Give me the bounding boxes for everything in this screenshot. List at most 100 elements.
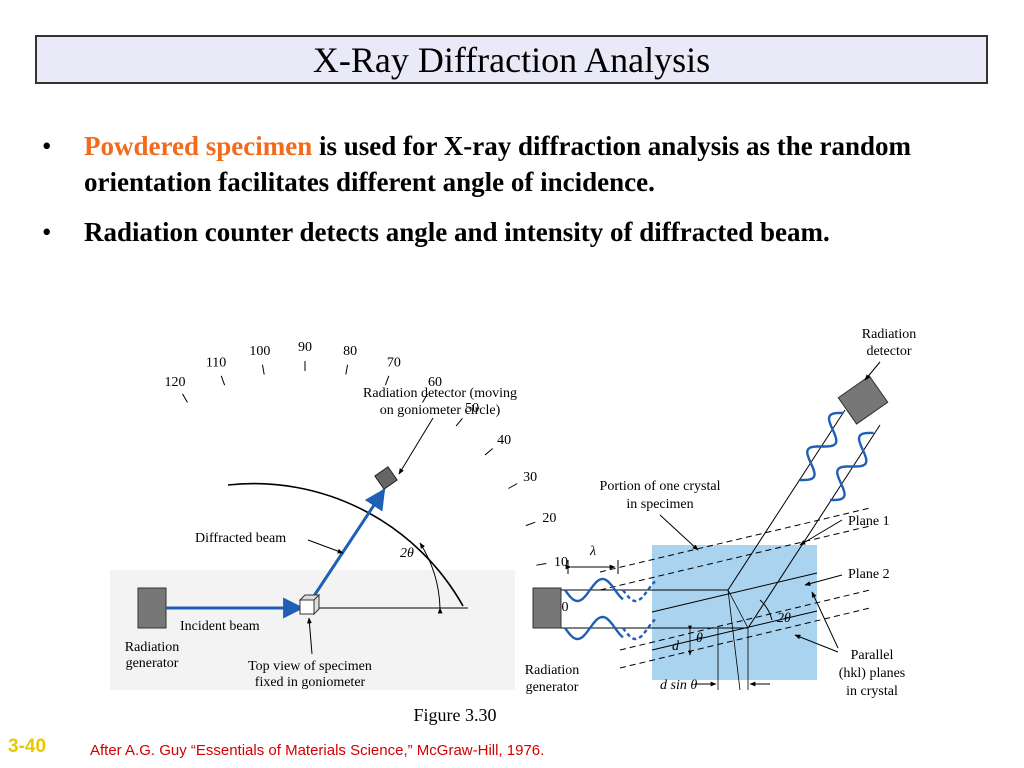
goniometer-tick: [182, 393, 188, 403]
goniometer-tick: [220, 375, 226, 386]
leader-plane1: [799, 519, 843, 546]
plane-1-solid: [651, 572, 818, 613]
label-generator-line1: Radiation: [125, 640, 179, 655]
label-crystal-line2: in specimen: [626, 497, 693, 512]
label-diffracted-beam: Diffracted beam: [195, 531, 286, 546]
label-incident-beam: Incident beam: [180, 619, 260, 634]
goniometer-tick: [508, 483, 518, 489]
goniometer-scale-label: 60: [428, 375, 442, 390]
label-bragg-detector-line2: detector: [866, 344, 911, 359]
label-detector-line1: Radiation detector (moving: [363, 386, 517, 401]
label-dsin-theta: d sin θ: [660, 678, 697, 693]
goniometer-scale-label: 40: [497, 433, 511, 448]
goniometer-scale-label: 30: [523, 470, 537, 485]
goniometer-scale-label: 20: [542, 511, 556, 526]
leader-parallel-a: [811, 591, 839, 649]
goniometer-tick: [261, 364, 265, 375]
label-bragg-generator-line1: Radiation: [525, 663, 579, 678]
goniometer-scale-label: 50: [465, 401, 479, 416]
label-parallel-line2: (hkl) planes: [839, 666, 905, 681]
diffracted-wave-2: [830, 431, 874, 502]
bragg-detector-box: [837, 375, 889, 425]
bragg-2theta-arc: [759, 599, 773, 621]
label-plane-1: Plane 1: [848, 514, 890, 529]
label-specimen-line1: Top view of specimen: [248, 659, 372, 674]
label-parallel-line3: in crystal: [846, 684, 898, 699]
label-detector-line2: on goniometer circle): [380, 403, 501, 418]
lambda-label: λ: [589, 544, 596, 559]
goniometer-scale: 0 10 20 30 40 50 60 70 80 90 100 110 120: [165, 340, 569, 615]
label-bragg-detector-line1: Radiation: [862, 327, 916, 342]
goniometer-detector: [374, 466, 398, 490]
bullet-item-2: • Radiation counter detects angle and in…: [40, 214, 1000, 250]
bullet-dot: •: [42, 131, 52, 161]
plane-1-dashed: [599, 507, 871, 573]
plane-2-solid: [651, 610, 818, 651]
leader-parallel-b: [794, 634, 839, 653]
two-theta-label: 2θ: [400, 546, 414, 561]
bragg-diagram: λ Radiation detector Portion of one crys…: [525, 327, 916, 699]
label-crystal-line1: Portion of one crystal: [600, 479, 721, 494]
crystal-region: [652, 545, 817, 680]
label-d: d: [672, 639, 680, 654]
label-bragg-generator-line2: generator: [526, 680, 579, 695]
goniometer-scale-label: 110: [206, 356, 226, 371]
title-bar: X-Ray Diffraction Analysis: [35, 35, 988, 84]
leader-bragg-detector: [864, 361, 881, 381]
radiation-generator-box: [137, 587, 167, 629]
label-plane-2: Plane 2: [848, 567, 890, 582]
diffracted-ray-2: [747, 424, 881, 629]
label-parallel-line1: Parallel: [851, 648, 894, 663]
goniometer-tick: [422, 393, 428, 403]
plane-2-dashed: [599, 525, 871, 591]
leader-detector: [398, 417, 434, 475]
leader-specimen: [307, 617, 313, 655]
goniometer-scale-label: 80: [343, 344, 357, 359]
citation: After A.G. Guy “Essentials of Materials …: [90, 742, 545, 759]
incident-wave-2-dashed: [622, 618, 656, 641]
label-bragg-2theta: 2θ: [777, 611, 791, 626]
leader-diffracted: [307, 539, 344, 554]
incident-wave-2: [564, 615, 624, 641]
goniometer-scale-label: 10: [554, 555, 568, 570]
two-theta-arc: [419, 542, 443, 614]
slide-title: X-Ray Diffraction Analysis: [312, 39, 711, 80]
goniometer-scale-label: 0: [562, 600, 569, 615]
plane-3-dashed: [619, 589, 871, 651]
highlight-text: Powdered specimen: [84, 131, 313, 161]
bullet-list: • Powdered specimen is used for X-ray di…: [40, 128, 1000, 264]
goniometer-tick: [536, 562, 547, 566]
specimen-cube: [298, 593, 321, 616]
goniometer-scale-label: 120: [165, 375, 186, 390]
goniometer-tick: [525, 521, 536, 527]
goniometer-ticks: [182, 361, 550, 607]
label-theta: θ: [696, 631, 703, 646]
leader-plane2: [804, 574, 843, 586]
goniometer-scale-label: 100: [249, 344, 270, 359]
goniometer-tick: [345, 364, 349, 375]
goniometer-scale-label: 70: [387, 356, 401, 371]
goniometer-diagram: 0 10 20 30 40 50 60 70 80 90 100 110 120 2θ Radiatio…: [110, 340, 569, 690]
label-specimen-line2: fixed in goniometer: [255, 675, 366, 690]
incident-wave-1-dashed: [622, 580, 656, 603]
path-segment: [727, 589, 749, 629]
bullet-text: Radiation counter detects angle and inte…: [84, 217, 830, 247]
figure-caption: Figure 3.30: [414, 705, 497, 725]
goniometer-scale-label: 90: [298, 340, 312, 355]
bullet-text: is used for X-ray diffraction analysis a…: [84, 131, 911, 197]
slide-number: 3-40: [8, 736, 47, 757]
diffracted-beam: [308, 488, 386, 603]
diagram-background: [110, 570, 515, 690]
incident-wave-1: [564, 577, 624, 603]
goniometer-tick: [484, 448, 494, 456]
diffracted-ray-1: [727, 409, 846, 591]
normal-line: [727, 589, 741, 691]
bullet-item-1: • Powdered specimen is used for X-ray di…: [40, 128, 1000, 200]
leader-crystal: [659, 514, 699, 551]
bullet-dot: •: [42, 217, 52, 247]
bragg-generator-box: [532, 587, 562, 629]
goniometer-tick: [455, 417, 463, 427]
goniometer-tick: [384, 375, 390, 386]
label-generator-line2: generator: [126, 656, 179, 671]
